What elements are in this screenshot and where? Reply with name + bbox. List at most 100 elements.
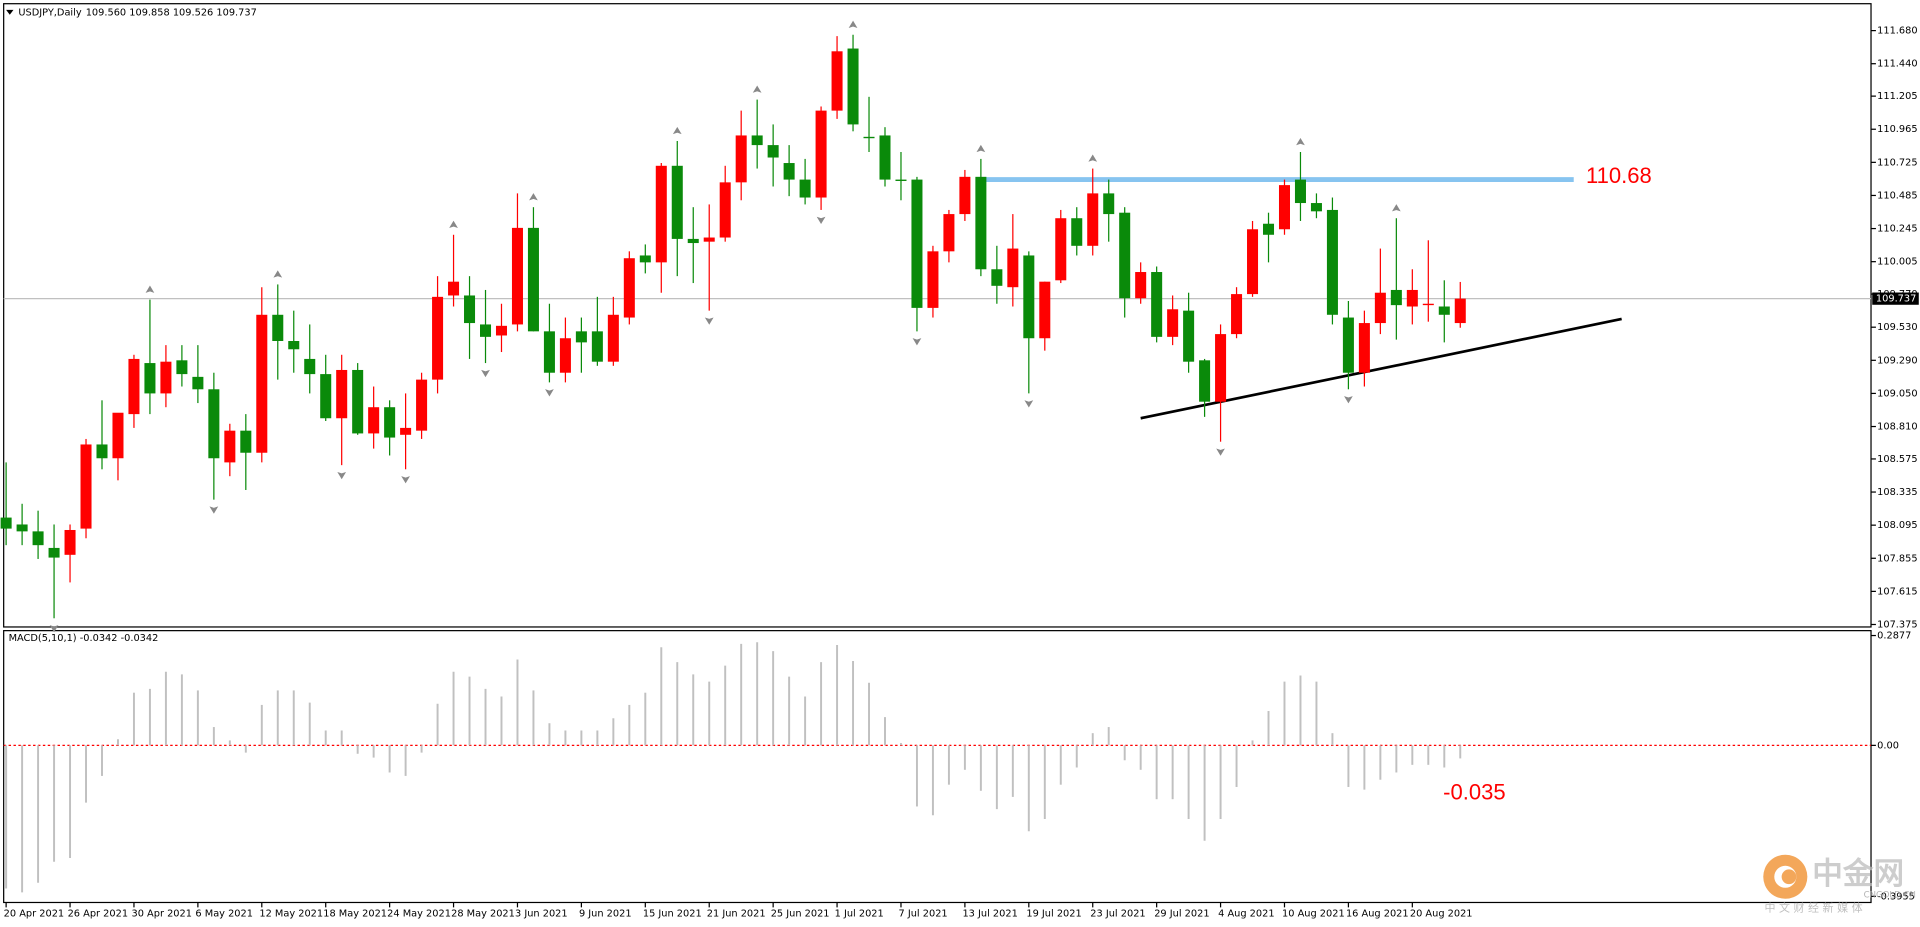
y-tick-label: 111.205	[1877, 91, 1917, 102]
candle-body	[767, 145, 779, 158]
x-tick-label: 4 Aug 2021	[1218, 909, 1274, 920]
current-price-label: 109.737	[1876, 294, 1916, 305]
candle-body	[799, 179, 811, 198]
y-tick-label: 111.680	[1877, 26, 1917, 37]
candle-body	[975, 176, 987, 270]
candle-body	[416, 379, 428, 431]
candle-body	[847, 48, 859, 125]
fractal-down	[704, 317, 714, 325]
watermark-brand: 中金网	[1812, 856, 1904, 892]
x-tick-label: 3 Jun 2021	[515, 909, 568, 920]
fractal-up	[449, 220, 458, 228]
candle-body	[959, 176, 971, 215]
macd-annotation: -0.035	[1443, 779, 1505, 804]
candle-body	[1342, 317, 1354, 373]
candle-body	[1199, 360, 1211, 402]
x-tick-label: 25 Jun 2021	[771, 909, 830, 920]
candle-body	[927, 251, 939, 308]
candle-body	[1071, 218, 1083, 246]
candle-body	[272, 314, 284, 341]
x-tick-label: 19 Jul 2021	[1026, 909, 1081, 920]
candle-body	[320, 374, 332, 419]
y-tick-label: 110.725	[1877, 157, 1917, 168]
candle-body	[511, 227, 523, 325]
y-tick-label: 109.050	[1877, 388, 1917, 399]
candle-body	[144, 363, 156, 394]
candle-body	[1247, 229, 1259, 295]
candle-body	[591, 331, 603, 362]
candle-body	[304, 358, 316, 375]
fractal-up	[145, 285, 155, 293]
candle-body	[336, 369, 348, 419]
y-tick-label: 0.00	[1877, 740, 1899, 751]
macd-panel	[3, 630, 1872, 904]
fractal-up	[529, 193, 538, 201]
candle-body	[1007, 248, 1019, 288]
x-tick-label: 20 Aug 2021	[1410, 909, 1473, 920]
candle-body	[1023, 255, 1035, 339]
fractal-down	[1024, 400, 1034, 408]
macd-title: MACD(5,10,1) -0.0342 -0.0342	[9, 633, 159, 644]
candle-body	[703, 237, 715, 242]
x-tick-label: 9 Jun 2021	[579, 909, 632, 920]
fractal-up	[273, 270, 283, 278]
candle-body	[911, 179, 923, 308]
candle-body	[831, 51, 843, 111]
y-tick-label: -0.3955	[1877, 891, 1915, 902]
current-price-box	[1872, 292, 1919, 305]
candle-body	[1422, 303, 1434, 306]
y-tick-label: 110.485	[1877, 190, 1917, 201]
fractal-up	[672, 126, 682, 135]
fractal-down	[481, 369, 490, 378]
candle-body	[32, 531, 44, 546]
candle-body	[1215, 334, 1227, 402]
fractal-up	[752, 85, 762, 93]
macd-plot: 0.2877 0.00 -0.3955 -0.035	[3, 631, 1915, 902]
x-tick-label: 18 May 2021	[323, 909, 387, 920]
menu-arrow	[6, 9, 14, 15]
candle-body	[16, 524, 28, 532]
candle-body	[96, 444, 108, 459]
candle-body	[80, 444, 92, 529]
candle-body	[879, 135, 891, 180]
x-tick-label: 21 Jun 2021	[707, 909, 766, 920]
fractal-down	[49, 625, 59, 633]
candle-body	[527, 227, 539, 332]
candle-body	[1103, 193, 1115, 215]
main-plot: 111.680 111.440 111.205 110.965 110.725 110.4…	[0, 20, 1919, 920]
fractal-down	[209, 506, 219, 514]
watermark-site: CNGOLD.CN	[1864, 891, 1916, 901]
candle-body	[432, 296, 444, 380]
candle-body	[1151, 272, 1163, 337]
fractal-down	[912, 338, 922, 346]
logo-dot	[1781, 869, 1797, 885]
candle-body	[176, 360, 188, 375]
fractal-up	[1296, 137, 1305, 146]
candle-body	[240, 430, 252, 453]
candle-body	[160, 361, 172, 394]
candle-body	[863, 136, 875, 139]
candle-body	[607, 314, 619, 362]
y-tick-label: 109.530	[1877, 322, 1917, 333]
y-tick-label: 107.615	[1877, 586, 1917, 597]
fractal-down	[337, 471, 347, 480]
y-tick-label: 110.005	[1877, 257, 1917, 268]
candle-body	[1390, 289, 1402, 306]
candle-body	[1039, 281, 1051, 339]
x-tick-label: 10 Aug 2021	[1282, 909, 1345, 920]
candle-body	[384, 407, 396, 438]
x-tick-label: 29 Jul 2021	[1154, 909, 1209, 920]
fractal-up	[976, 144, 986, 153]
candle-body	[480, 324, 492, 337]
candle-body	[208, 389, 220, 459]
candle-body	[1358, 323, 1370, 373]
candle-body	[1406, 289, 1418, 307]
candle-body	[559, 338, 571, 373]
fractal-down	[545, 389, 554, 397]
candle-body	[1055, 218, 1067, 281]
candle-body	[48, 547, 60, 558]
candle-body	[1310, 203, 1322, 212]
main-panel	[3, 3, 1872, 628]
y-tick-label: 108.810	[1877, 422, 1917, 433]
